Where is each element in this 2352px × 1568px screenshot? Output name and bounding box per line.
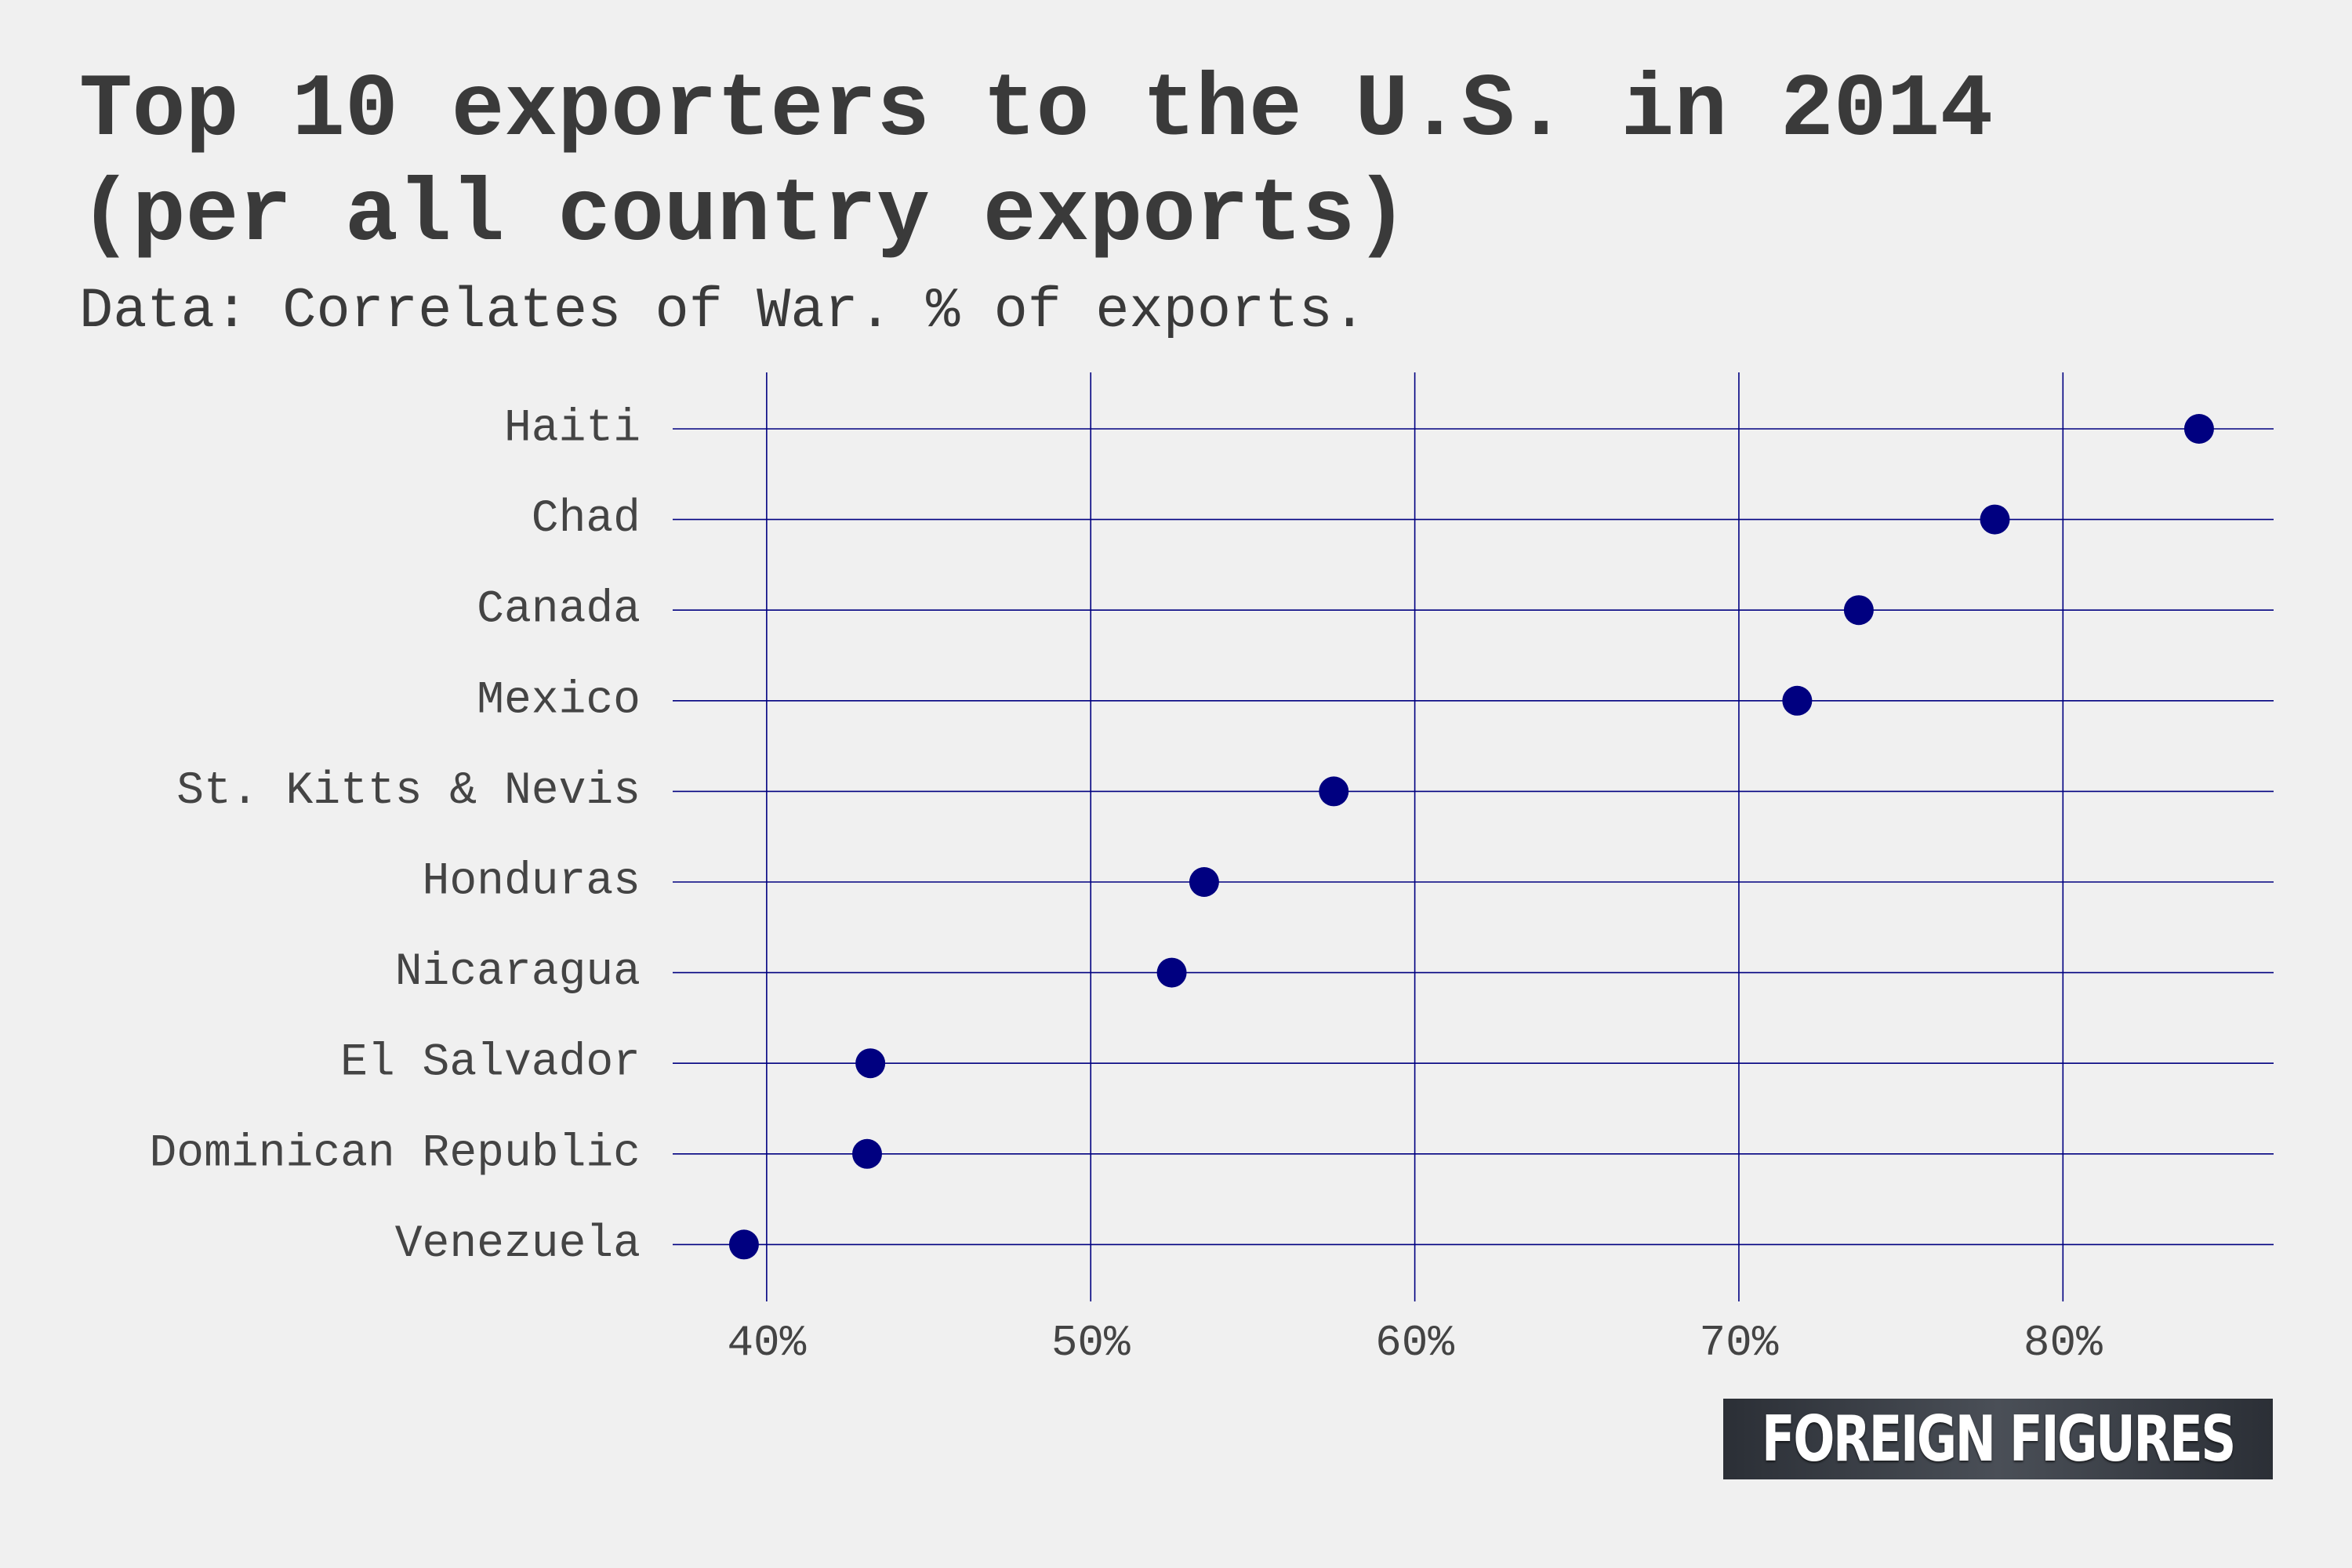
category-label-chad: Chad — [532, 494, 641, 545]
category-label-venezuela: Venezuela — [395, 1219, 641, 1270]
category-label-st-kitts-nevis: St. Kitts & Nevis — [176, 766, 641, 817]
data-point-st-kitts-nevis — [1319, 776, 1349, 807]
category-label-mexico: Mexico — [477, 675, 641, 726]
x-axis-ticks: 40% 50% 60% 70% 80% — [727, 1318, 2103, 1368]
grid-layer — [673, 372, 2274, 1301]
data-point-canada — [1843, 595, 1874, 626]
x-tick-label-70: 70% — [1700, 1318, 1779, 1368]
data-point-el-salvador — [855, 1048, 886, 1079]
x-tick-label-40: 40% — [727, 1318, 806, 1368]
data-points — [728, 414, 2214, 1260]
chart-title-line-2: (per all country exports) — [79, 165, 1409, 266]
chart-title-line-1: Top 10 exporters to the U.S. in 2014 — [79, 60, 1994, 161]
foreign-figures-logo: FOREIGN FIGURES — [1723, 1399, 2273, 1479]
data-point-dominican-republic — [852, 1138, 883, 1169]
category-label-nicaragua: Nicaragua — [395, 947, 641, 998]
category-label-haiti: Haiti — [504, 404, 641, 455]
data-point-mexico — [1782, 685, 1813, 716]
chart-subtitle: Data: Correlates of War. % of exports. — [79, 279, 1367, 343]
data-point-chad — [1980, 504, 2010, 535]
data-point-haiti — [2183, 414, 2214, 444]
category-labels: Haiti Chad Canada Mexico St. Kitts & Nevis Ho… — [149, 404, 641, 1270]
logo-text: FOREIGN FIGURES — [1762, 1403, 2236, 1475]
category-label-dominican-republic: Dominican Republic — [149, 1128, 641, 1179]
x-tick-label-80: 80% — [2024, 1318, 2103, 1368]
category-label-el-salvador: El Salvador — [340, 1038, 641, 1089]
x-tick-label-60: 60% — [1375, 1318, 1454, 1368]
category-label-canada: Canada — [477, 585, 641, 636]
data-point-nicaragua — [1156, 957, 1187, 988]
data-point-honduras — [1189, 867, 1219, 897]
data-point-venezuela — [728, 1229, 759, 1260]
x-tick-label-50: 50% — [1051, 1318, 1131, 1368]
chart-title: Top 10 exporters to the U.S. in 2014 (pe… — [79, 58, 2306, 268]
category-label-honduras: Honduras — [423, 857, 641, 908]
